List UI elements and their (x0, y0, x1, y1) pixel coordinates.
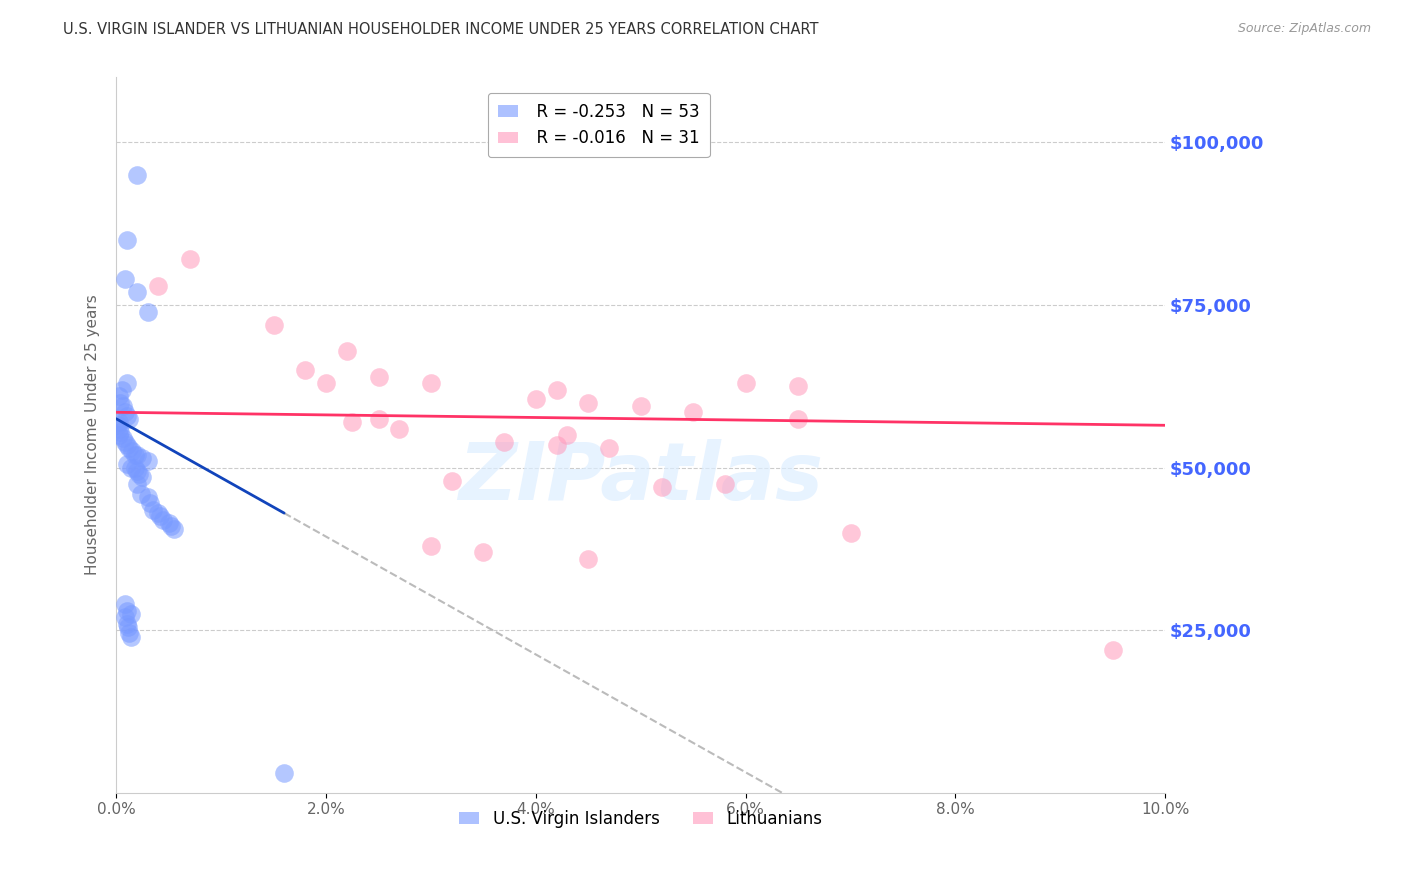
Point (118, 411, 141, 425)
Point (163, 522, 186, 536)
Point (546, 383, 568, 397)
Point (115, 604, 138, 618)
Point (110, 425, 132, 439)
Point (273, 766, 295, 780)
Point (114, 272, 136, 286)
Point (124, 460, 146, 475)
Point (367, 411, 389, 425)
Point (787, 411, 810, 425)
Point (152, 512, 174, 526)
Legend: U.S. Virgin Islanders, Lithuanians: U.S. Virgin Islanders, Lithuanians (453, 803, 830, 834)
Point (127, 168, 149, 182)
Point (149, 509, 172, 524)
Point (115, 438, 138, 452)
Point (118, 441, 141, 455)
Point (576, 395, 599, 409)
Point (139, 496, 162, 510)
Point (651, 480, 673, 494)
Point (263, 318, 285, 332)
Point (157, 516, 180, 530)
Point (127, 448, 149, 462)
Point (420, 376, 443, 390)
Point (294, 363, 316, 377)
Point (111, 399, 134, 413)
Point (630, 399, 652, 413)
Point (336, 343, 359, 358)
Point (110, 395, 132, 409)
Point (115, 458, 138, 472)
Point (108, 415, 131, 429)
Point (110, 383, 132, 397)
Y-axis label: Householder Income Under 25 years: Householder Income Under 25 years (86, 294, 100, 575)
Point (142, 503, 165, 517)
Point (136, 490, 159, 504)
Point (342, 415, 364, 429)
Point (367, 369, 389, 384)
Point (388, 421, 411, 435)
Point (111, 431, 134, 445)
Text: U.S. VIRGIN ISLANDER VS LITHUANIAN HOUSEHOLDER INCOME UNDER 25 YEARS CORRELATION: U.S. VIRGIN ISLANDER VS LITHUANIAN HOUSE… (63, 22, 818, 37)
Point (576, 551, 599, 566)
Point (179, 252, 201, 267)
Point (1101, 642, 1123, 657)
Point (114, 434, 136, 449)
Point (839, 525, 862, 540)
Point (420, 539, 443, 553)
Point (114, 597, 136, 611)
Point (118, 626, 141, 640)
Point (121, 444, 143, 458)
Point (115, 376, 138, 390)
Point (120, 607, 142, 621)
Point (148, 506, 170, 520)
Point (557, 428, 579, 442)
Point (472, 545, 495, 559)
Point (136, 454, 159, 468)
Text: ZIPatlas: ZIPatlas (458, 439, 824, 517)
Point (734, 376, 756, 390)
Point (128, 467, 150, 481)
Point (440, 474, 463, 488)
Point (524, 392, 547, 407)
Point (108, 428, 131, 442)
Point (127, 464, 149, 478)
Point (159, 519, 181, 533)
Point (120, 460, 142, 475)
Point (136, 304, 159, 318)
Point (127, 285, 149, 299)
Point (117, 620, 139, 634)
Point (131, 450, 153, 465)
Point (598, 441, 620, 455)
Text: Source: ZipAtlas.com: Source: ZipAtlas.com (1237, 22, 1371, 36)
Point (108, 389, 131, 403)
Point (494, 434, 516, 449)
Point (115, 233, 138, 247)
Point (115, 409, 138, 423)
Point (713, 476, 735, 491)
Point (107, 418, 129, 433)
Point (124, 448, 146, 462)
Point (108, 421, 131, 435)
Point (787, 379, 810, 393)
Point (131, 486, 153, 500)
Point (114, 405, 136, 419)
Point (115, 616, 138, 631)
Point (682, 405, 704, 419)
Point (114, 610, 136, 624)
Point (120, 630, 142, 644)
Point (546, 438, 568, 452)
Point (127, 476, 149, 491)
Point (131, 470, 153, 484)
Point (315, 376, 337, 390)
Point (148, 278, 170, 293)
